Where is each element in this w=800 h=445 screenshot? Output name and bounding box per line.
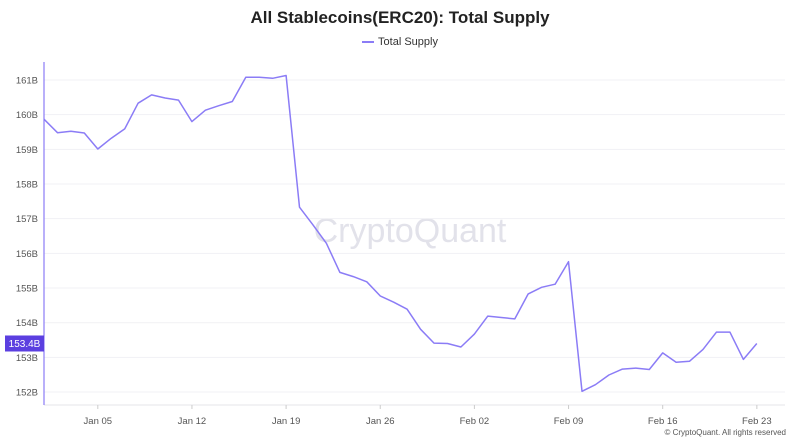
y-tick-label: 161B — [16, 76, 38, 87]
x-tick-label: Feb 23 — [742, 416, 772, 427]
x-tick-label: Jan 12 — [178, 416, 207, 427]
y-tick-label: 160B — [16, 110, 38, 121]
y-tick-label: 155B — [16, 284, 38, 295]
legend-label: Total Supply — [378, 36, 438, 48]
series-line-total-supply — [43, 74, 758, 393]
watermark: CryptoQuant — [314, 212, 507, 250]
legend-item[interactable]: Total Supply — [0, 36, 800, 48]
y-tick-label: 152B — [16, 388, 38, 399]
y-tick-label: 154B — [16, 318, 38, 329]
y-tick-label: 159B — [16, 145, 38, 156]
current-value-badge — [5, 335, 44, 352]
x-tick-label: Feb 09 — [554, 416, 584, 427]
legend-swatch — [362, 41, 375, 44]
current-value-label: 153.4B — [9, 339, 41, 350]
y-tick-label: 158B — [16, 180, 38, 191]
copyright: © CryptoQuant. All rights reserved — [664, 428, 787, 437]
x-tick-label: Feb 02 — [460, 416, 490, 427]
y-tick-label: 156B — [16, 249, 38, 260]
x-tick-label: Feb 16 — [648, 416, 678, 427]
chart-title: All Stablecoins(ERC20): Total Supply — [250, 8, 550, 27]
x-tick-label: Jan 19 — [272, 416, 301, 427]
y-tick-label: 157B — [16, 214, 38, 225]
x-tick-label: Jan 05 — [84, 416, 113, 427]
y-tick-label: 153B — [16, 353, 38, 364]
x-tick-label: Jan 26 — [366, 416, 395, 427]
